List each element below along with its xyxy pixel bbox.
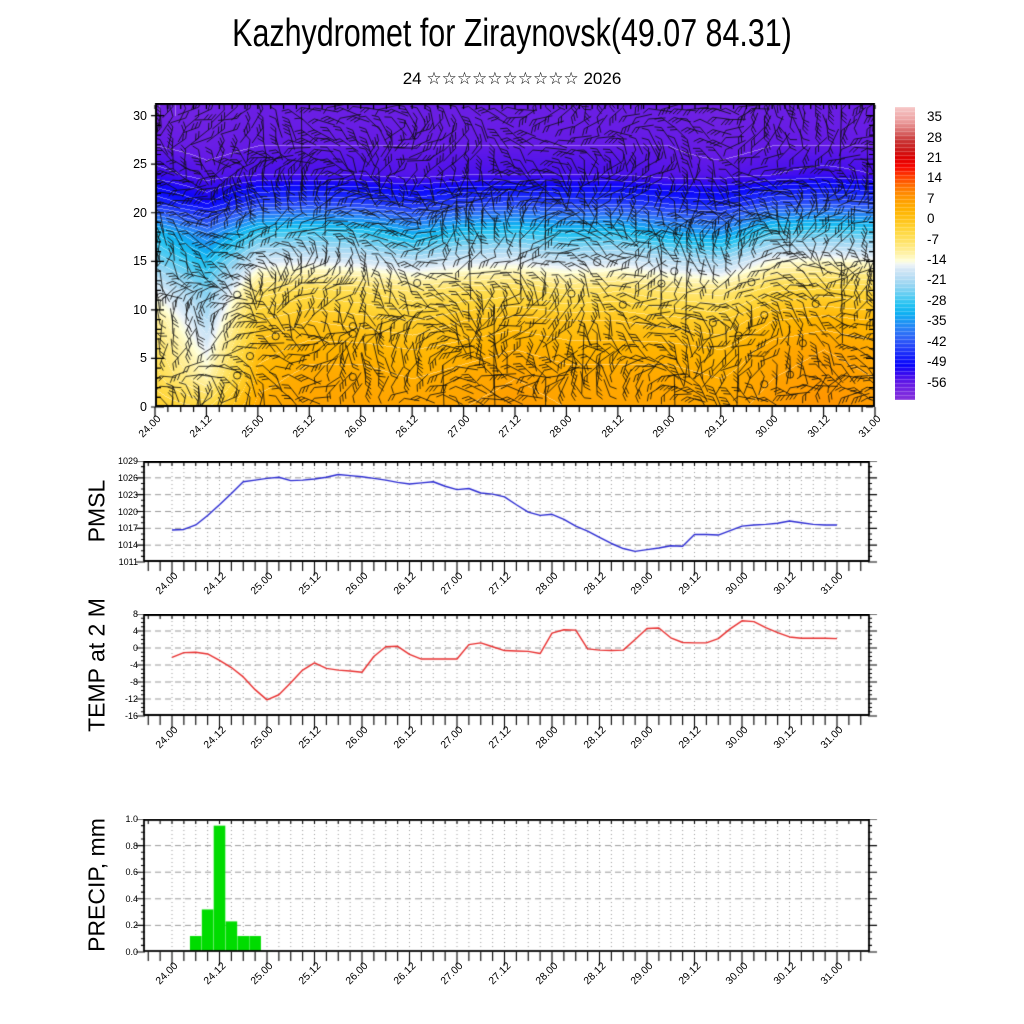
cross-section-y-tick-label: 15: [133, 254, 147, 269]
temp-axis-title: TEMP at 2 M: [83, 598, 110, 732]
colorbar-tick-label: 35: [927, 109, 943, 125]
colorbar-tick-label: -35: [927, 313, 947, 329]
colorbar-tick-label: -42: [927, 333, 947, 349]
colorbar-tick-label: 28: [927, 129, 943, 145]
cross-section-y-tick-label: 5: [140, 351, 147, 366]
cross-section-heatmap: [145, 103, 885, 427]
precip-axis-title: PRECIP, mm: [83, 818, 110, 952]
colorbar-tick-label: -28: [927, 292, 947, 308]
colorbar-tick-label: -21: [927, 272, 947, 288]
colorbar-tick-label: -49: [927, 354, 947, 370]
colorbar: [895, 107, 915, 400]
colorbar-tick-label: -56: [927, 374, 947, 390]
pmsl-chart: [133, 461, 883, 579]
cross-section-y-tick-label: 0: [140, 400, 147, 414]
precip-chart: [133, 819, 883, 969]
page-title: Kazhydromet for Ziraynovsk(49.07 84.31): [232, 12, 792, 55]
colorbar-tick-label: 0: [927, 211, 935, 227]
colorbar-tick-label: 7: [927, 190, 935, 206]
pmsl-axis-title: PMSL: [83, 479, 110, 543]
colorbar-tick-label: -14: [927, 252, 947, 268]
colorbar-tick-label: 14: [927, 170, 943, 186]
colorbar-tick-label: 21: [927, 150, 943, 166]
cross-section-y-tick-label: 25: [133, 157, 147, 172]
temp-chart: [133, 614, 883, 733]
colorbar-tick-label: -7: [927, 231, 940, 247]
cross-section-y-tick-label: 20: [133, 205, 147, 220]
pmsl-y-tick-label: 1011: [118, 557, 138, 567]
pmsl-y-tick-label: 1029: [117, 456, 138, 466]
cross-section-y-tick-label: 10: [133, 302, 147, 317]
cross-section-y-tick-label: 30: [133, 108, 147, 123]
chart-subtitle: 24 ☆☆☆☆☆☆☆☆☆☆ 2026: [402, 69, 622, 88]
